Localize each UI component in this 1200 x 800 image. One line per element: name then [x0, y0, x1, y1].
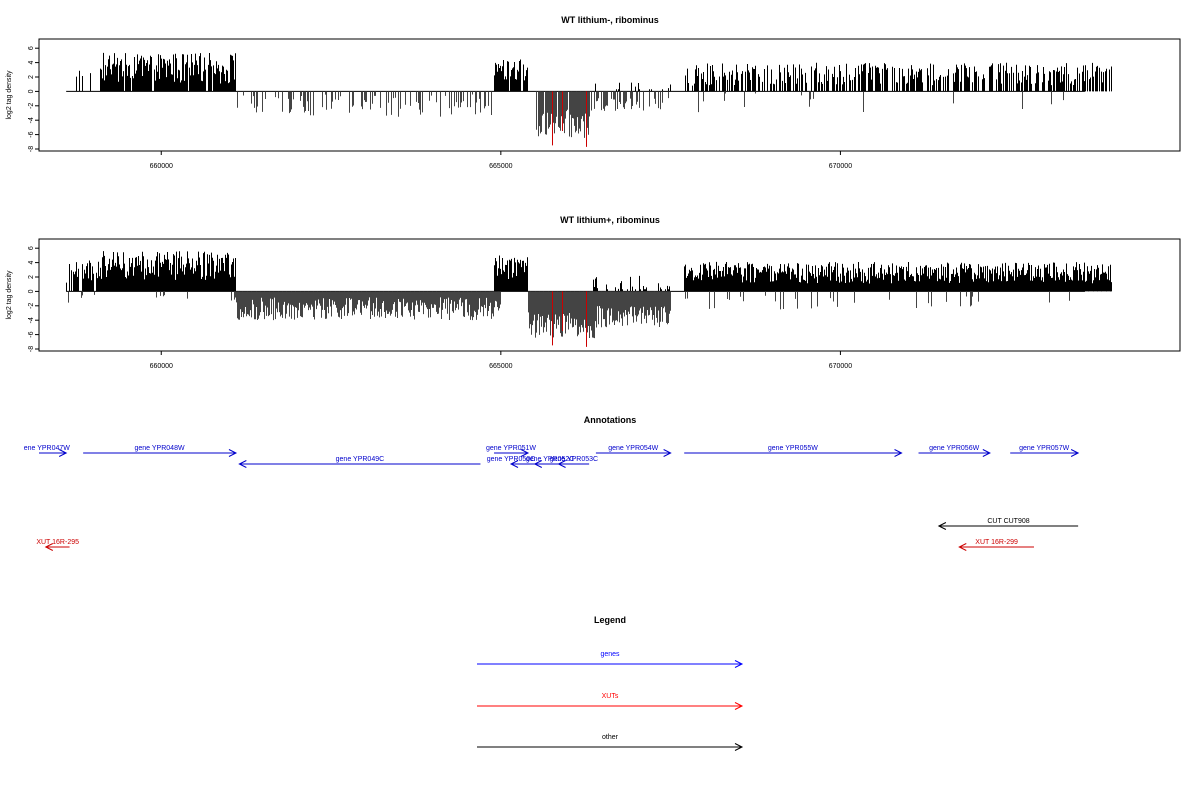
feature-arrow: gene YPR054W [595, 445, 672, 457]
y-tick-label: 0 [28, 89, 35, 93]
x-tick-label: 665000 [489, 163, 512, 170]
arrow-head [520, 449, 530, 457]
track-panel-lithium-minus: WT lithium-, ribominus log2 tag density … [6, 15, 1181, 170]
arrow-head [894, 449, 903, 457]
feature-arrow: gene YPR057W [1010, 445, 1080, 457]
feature-arrow: gene YPR053C [550, 456, 599, 468]
feature-label: XUT 16R-295 [36, 539, 79, 546]
annotations-title: Annotations [584, 415, 637, 425]
legend-item: other [477, 734, 744, 751]
arrow-head [982, 449, 991, 457]
y-axis-label: log2 tag density [6, 270, 13, 320]
arrow-head [238, 460, 247, 468]
legend-item: genes [477, 651, 744, 668]
feature-label: ene YPR047W [24, 445, 71, 452]
plot-frame [38, 238, 1181, 352]
arrow-head [663, 449, 672, 457]
y-tick-label: 4 [28, 261, 35, 265]
feature-arrow: gene YPR049C [238, 456, 481, 468]
y-tick-label: 6 [28, 246, 35, 250]
legend-label: other [602, 734, 619, 741]
plot-frame [38, 38, 1181, 152]
feature-label: gene YPR051W [486, 445, 536, 452]
arrow-head [1070, 449, 1080, 457]
track-panel-lithium-plus: WT lithium+, ribominus log2 tag density … [6, 215, 1181, 370]
feature-arrow: gene YPR048W [83, 445, 238, 457]
arrow-head [44, 543, 54, 551]
track-title: WT lithium-, ribominus [561, 15, 659, 25]
arrow-head [734, 743, 744, 751]
x-tick-label: 670000 [829, 163, 852, 170]
y-tick-label: 6 [28, 46, 35, 50]
x-tick-label: 670000 [829, 363, 852, 370]
feature-label: gene YPR054W [608, 445, 658, 452]
data-bars [76, 52, 1112, 147]
feature-label: CUT CUT908 [987, 518, 1029, 525]
feature-label: gene YPR055W [768, 445, 818, 452]
y-tick-label: -4 [28, 117, 35, 123]
feature-label: gene YPR057W [1019, 445, 1069, 452]
feature-arrow: gene YPR056W [918, 445, 991, 457]
feature-label: XUT 16R-299 [975, 539, 1018, 546]
arrow-head [557, 460, 566, 468]
y-tick-label: -4 [28, 317, 35, 323]
feature-arrow: CUT CUT908 [937, 518, 1079, 530]
feature-arrow: XUT 16R-299 [958, 539, 1034, 551]
feature-label: gene YPR056W [929, 445, 979, 452]
arrow-head [533, 460, 543, 468]
y-tick-label: -2 [28, 103, 35, 109]
legend-label: genes [600, 651, 620, 658]
arrow-head [958, 543, 967, 551]
arrow-head [734, 660, 744, 668]
x-tick-label: 660000 [150, 163, 173, 170]
y-tick-label: 0 [28, 289, 35, 293]
arrow-head [228, 449, 238, 457]
arrow-head [937, 522, 947, 530]
feature-label: gene YPR053C [550, 456, 599, 463]
feature-arrow: gene YPR055W [684, 445, 903, 457]
y-tick-label: -8 [28, 146, 35, 152]
y-tick-label: 2 [28, 75, 35, 79]
feature-label: gene YPR050C [487, 456, 536, 463]
y-tick-label: 4 [28, 61, 35, 65]
x-tick-label: 665000 [489, 363, 512, 370]
y-tick-label: -2 [28, 303, 35, 309]
legend-label: XUTs [602, 693, 619, 700]
feature-arrow: gene YPR051W [486, 445, 536, 457]
feature-arrow: ene YPR047W [24, 445, 71, 457]
y-tick-label: -6 [28, 131, 35, 137]
arrow-head [509, 460, 519, 468]
legend-section: Legend genes XUTs other [477, 615, 744, 751]
legend-title: Legend [594, 615, 626, 625]
track-title: WT lithium+, ribominus [560, 215, 660, 225]
data-bars [66, 251, 1112, 347]
y-tick-label: -6 [28, 331, 35, 337]
y-tick-label: 2 [28, 275, 35, 279]
feature-arrow: XUT 16R-295 [36, 539, 79, 551]
legend-item: XUTs [477, 693, 744, 710]
feature-label: gene YPR052C [526, 456, 575, 463]
feature-label: gene YPR049C [336, 456, 385, 463]
y-axis-label: log2 tag density [6, 70, 13, 120]
x-tick-label: 660000 [150, 363, 173, 370]
y-tick-label: -8 [28, 346, 35, 352]
arrow-head [734, 702, 744, 710]
arrow-head [58, 449, 68, 457]
annotations-section: Annotations ene YPR047W gene YPR048W gene … [24, 415, 1080, 551]
feature-label: gene YPR048W [135, 445, 185, 452]
